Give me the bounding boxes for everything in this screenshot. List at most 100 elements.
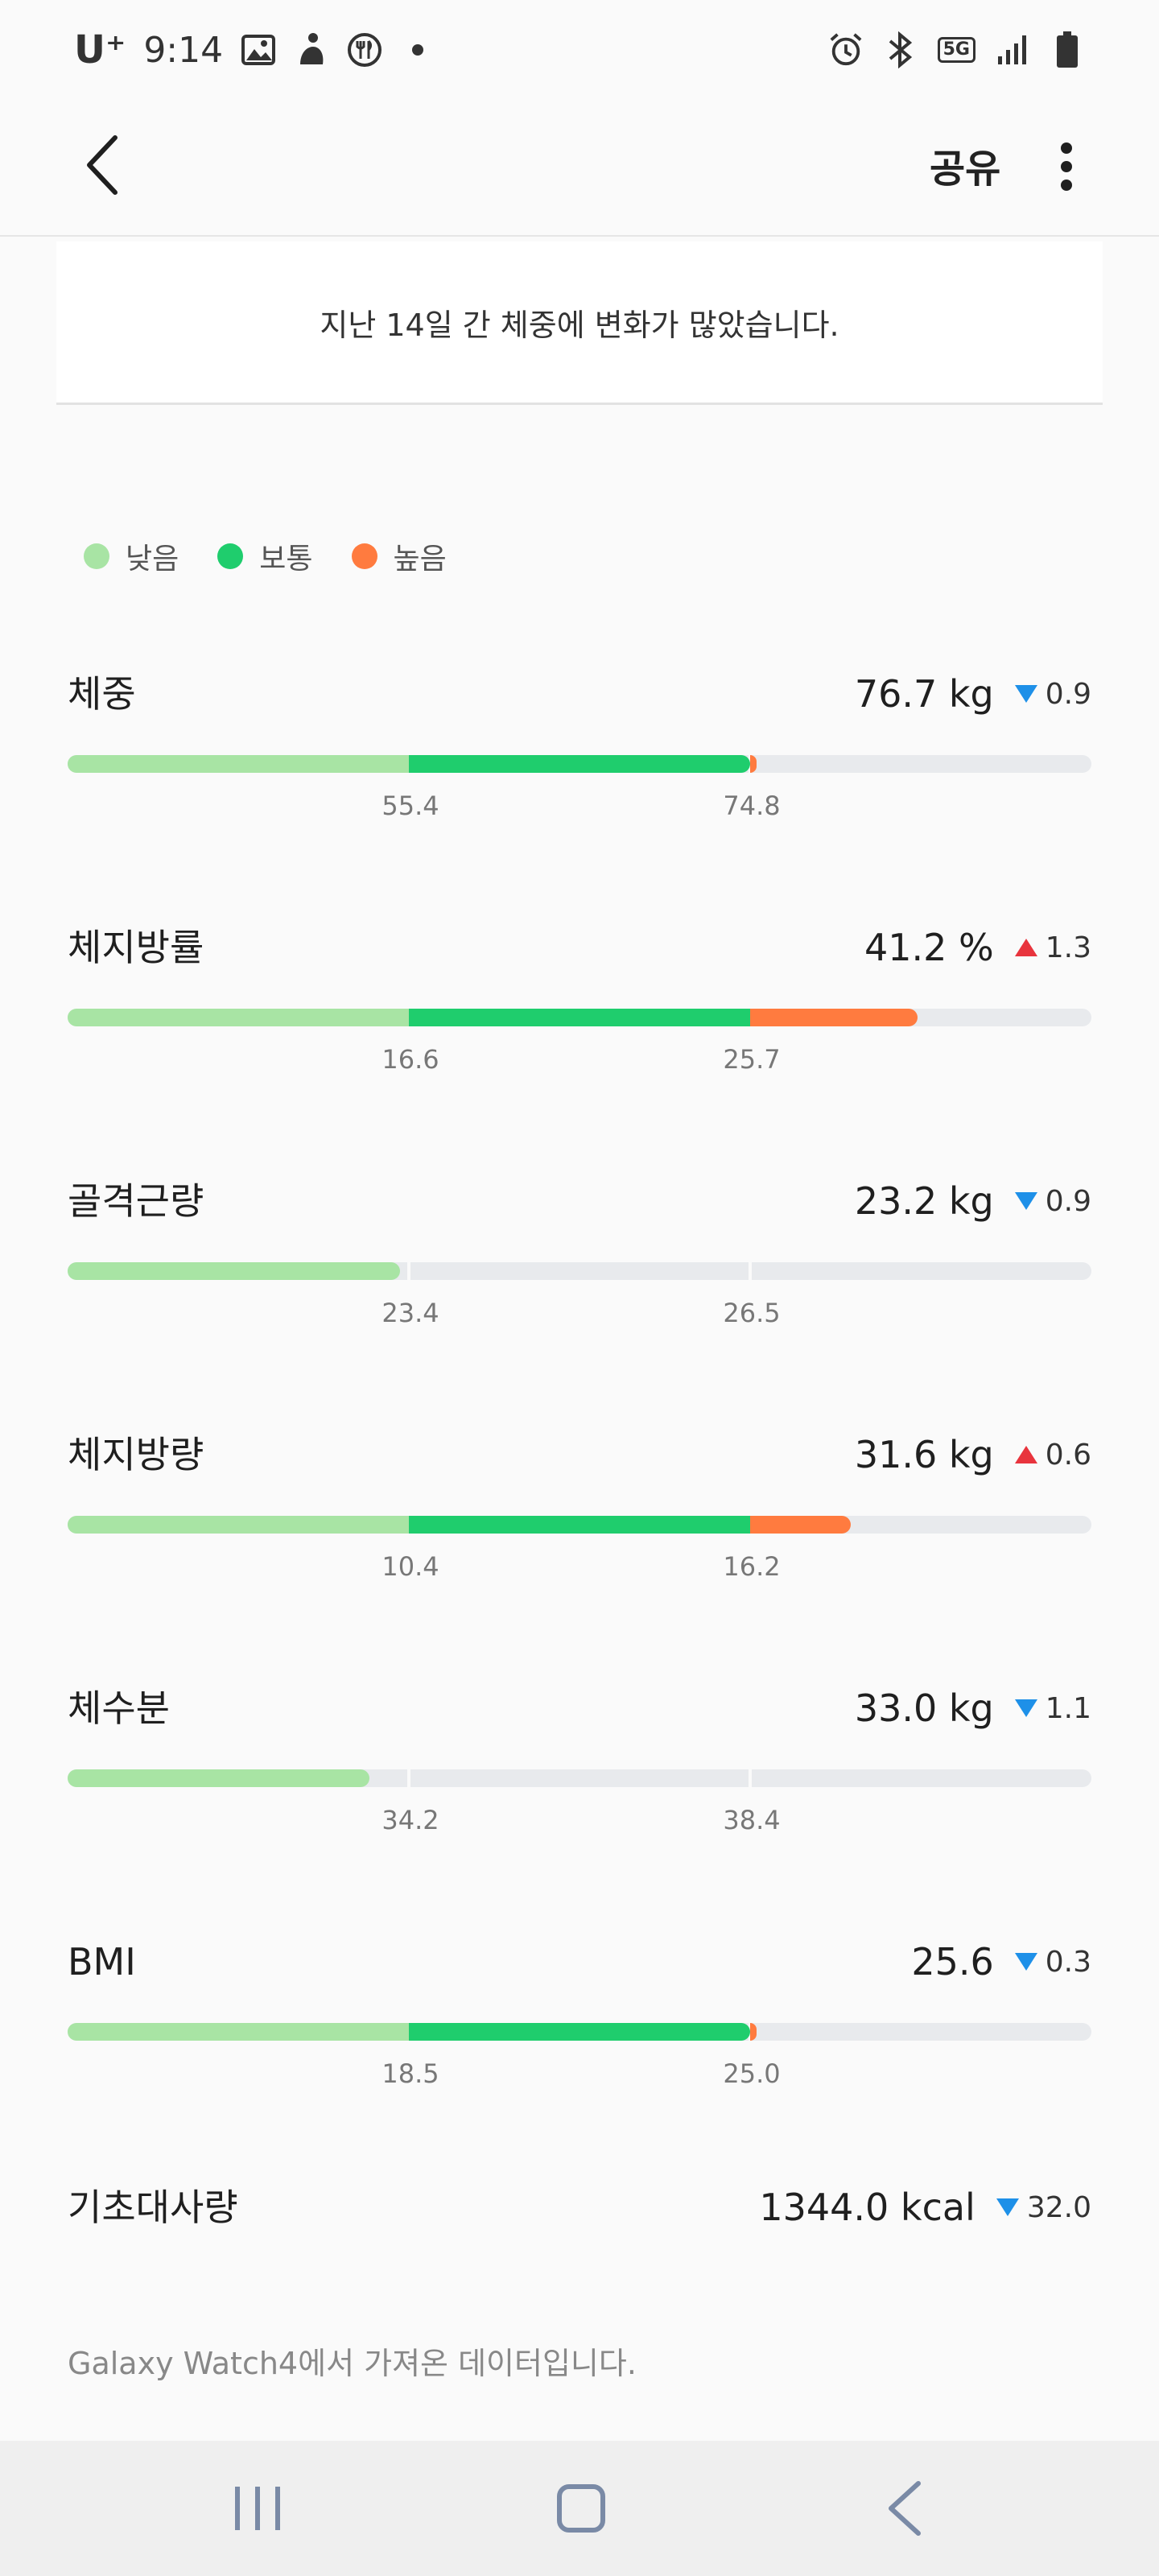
legend-dot-high: [351, 543, 377, 569]
more-vertical-icon: [1061, 142, 1072, 191]
home-button[interactable]: [533, 2468, 629, 2549]
metric-value: 76.7 kg: [854, 672, 994, 716]
range-fill-low: [68, 755, 409, 773]
metric-row-bmr[interactable]: 기초대사량 1344.0 kcal 32.0: [0, 2183, 1159, 2248]
threshold-low-label: 10.4: [382, 1551, 439, 1582]
metric-row-bmi[interactable]: BMI 25.6 0.3 18.5 25.0: [0, 1938, 1159, 2147]
range-fill-low: [68, 1009, 409, 1026]
signal-icon: [995, 32, 1030, 68]
range-fill-high: [750, 1009, 918, 1026]
legend-item-normal: 보통: [217, 535, 313, 577]
range-fill-high: [750, 1516, 852, 1534]
range-fill-low: [68, 1769, 370, 1787]
recent-apps-button[interactable]: [209, 2468, 306, 2549]
range-bar: [68, 755, 1091, 773]
metric-change: 32.0: [996, 2191, 1091, 2224]
metric-label: BMI: [68, 1940, 136, 1984]
dot-icon: [400, 32, 435, 68]
range-fill-normal: [409, 1009, 750, 1026]
range-bar: [68, 1769, 1091, 1787]
5g-icon: 5G: [937, 37, 975, 63]
legend: 낮음 보통 높음: [84, 535, 447, 577]
gallery-icon: [241, 32, 276, 68]
battery-icon: [1050, 31, 1085, 68]
range-fill-high: [750, 755, 757, 773]
threshold-low-label: 16.6: [382, 1044, 439, 1075]
legend-item-high: 높음: [351, 535, 447, 577]
threshold-high-label: 26.5: [723, 1298, 781, 1328]
status-time: 9:14: [143, 29, 224, 71]
range-fill-normal: [409, 1516, 750, 1534]
range-bar: [68, 1009, 1091, 1026]
threshold-high-label: 16.2: [723, 1551, 781, 1582]
status-bar: U⁺ 9:14 5G: [0, 0, 1159, 97]
metric-row-weight[interactable]: 체중 76.7 kg 0.9 55.4 74.8: [0, 670, 1159, 879]
metric-row-skeletal-muscle[interactable]: 골격근량 23.2 kg 0.9 23.4 26.5: [0, 1177, 1159, 1386]
legend-dot-normal: [217, 543, 244, 569]
threshold-high-label: 25.7: [723, 1044, 781, 1075]
home-icon: [557, 2484, 605, 2533]
metric-value: 23.2 kg: [854, 1179, 994, 1223]
range-boundary-tick: [749, 1769, 752, 1787]
change-value: 32.0: [1026, 2190, 1091, 2224]
metric-label: 체중: [68, 672, 136, 716]
range-fill-low: [68, 1262, 401, 1280]
range-fill-high: [750, 2023, 757, 2041]
data-source-note: Galaxy Watch4에서 가져온 데이터입니다.: [68, 2346, 637, 2381]
metric-label: 기초대사량: [68, 2186, 238, 2229]
metric-value: 33.0 kg: [854, 1686, 994, 1730]
metric-value: 1344.0 kcal: [759, 2186, 975, 2229]
metric-label: 체수분: [68, 1686, 170, 1730]
metric-value: 41.2 %: [864, 926, 994, 969]
metric-change: 1.1: [1014, 1691, 1091, 1725]
share-button[interactable]: 공유: [930, 147, 1001, 192]
more-options-button[interactable]: [1030, 130, 1103, 203]
nav-back-button[interactable]: [856, 2468, 953, 2549]
range-boundary-tick: [407, 1262, 410, 1280]
food-icon: [347, 32, 382, 68]
bluetooth-icon: [883, 31, 918, 68]
app-bar: 공유: [0, 97, 1159, 237]
metric-row-body-fat-percent[interactable]: 체지방률 41.2 % 1.3 16.6 25.7: [0, 923, 1159, 1133]
change-arrow-icon: [996, 2198, 1019, 2216]
message-card: 지난 14일 간 체중에 변화가 많았습니다.: [56, 242, 1103, 405]
metric-row-body-fat-mass[interactable]: 체지방량 31.6 kg 0.6 10.4 16.2: [0, 1430, 1159, 1640]
change-arrow-icon: [1014, 939, 1037, 956]
metric-label: 골격근량: [68, 1179, 204, 1223]
range-fill-low: [68, 2023, 409, 2041]
metric-value: 31.6 kg: [854, 1433, 994, 1476]
change-arrow-icon: [1014, 1446, 1037, 1463]
change-arrow-icon: [1014, 1953, 1037, 1971]
alarm-icon: [828, 32, 864, 68]
carrier-label: U⁺: [74, 27, 126, 72]
change-value: 1.1: [1045, 1691, 1091, 1725]
change-arrow-icon: [1014, 1699, 1037, 1717]
range-fill-low: [68, 1516, 409, 1534]
metric-label: 체지방량: [68, 1433, 204, 1476]
navigation-bar: [0, 2441, 1159, 2576]
back-button[interactable]: [58, 121, 146, 209]
change-value: 0.3: [1045, 1945, 1091, 1979]
threshold-high-label: 74.8: [723, 791, 781, 821]
threshold-high-label: 25.0: [723, 2058, 781, 2089]
metric-change: 0.9: [1014, 1185, 1091, 1218]
metric-label: 체지방률: [68, 926, 204, 969]
range-bar: [68, 1516, 1091, 1534]
back-arrow-icon: [889, 2481, 921, 2536]
range-boundary-tick: [749, 1262, 752, 1280]
activity-icon: [294, 32, 329, 68]
recent-apps-icon: [235, 2487, 280, 2530]
legend-label: 보통: [259, 543, 313, 576]
message-text: 지난 14일 간 체중에 변화가 많았습니다.: [320, 307, 839, 343]
metric-change: 0.6: [1014, 1439, 1091, 1472]
threshold-high-label: 38.4: [723, 1805, 781, 1835]
change-arrow-icon: [1014, 685, 1037, 703]
range-bar: [68, 1262, 1091, 1280]
range-boundary-tick: [407, 1769, 410, 1787]
legend-item-low: 낮음: [84, 535, 179, 577]
change-value: 1.3: [1045, 931, 1091, 964]
threshold-low-label: 18.5: [382, 2058, 439, 2089]
metric-value: 25.6: [911, 1940, 994, 1984]
metric-row-body-water[interactable]: 체수분 33.0 kg 1.1 34.2 38.4: [0, 1684, 1159, 1893]
threshold-low-label: 55.4: [382, 791, 439, 821]
